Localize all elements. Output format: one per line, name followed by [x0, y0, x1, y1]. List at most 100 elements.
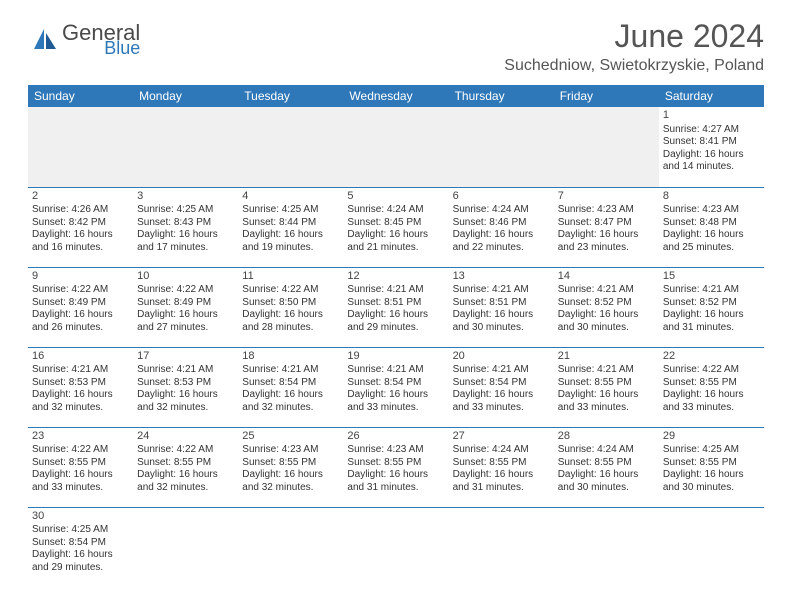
- calendar-cell: [133, 507, 238, 587]
- title-block: June 2024 Suchedniow, Swietokrzyskie, Po…: [504, 18, 764, 75]
- day-detail: Daylight: 16 hours: [663, 149, 760, 162]
- day-detail: and 31 minutes.: [663, 322, 760, 335]
- day-detail: Sunrise: 4:21 AM: [347, 284, 444, 297]
- calendar-week: 23Sunrise: 4:22 AMSunset: 8:55 PMDayligh…: [28, 427, 764, 507]
- calendar-cell: [238, 107, 343, 187]
- day-number: 4: [242, 190, 339, 204]
- day-number: 28: [558, 430, 655, 444]
- day-detail: Sunrise: 4:27 AM: [663, 124, 760, 137]
- day-detail: Sunrise: 4:25 AM: [137, 204, 234, 217]
- day-detail: Sunrise: 4:21 AM: [558, 284, 655, 297]
- calendar-cell: [343, 107, 448, 187]
- day-detail: and 27 minutes.: [137, 322, 234, 335]
- calendar-cell: 4Sunrise: 4:25 AMSunset: 8:44 PMDaylight…: [238, 187, 343, 267]
- day-detail: Sunrise: 4:23 AM: [347, 444, 444, 457]
- day-detail: and 32 minutes.: [137, 402, 234, 415]
- day-detail: Sunrise: 4:25 AM: [32, 524, 129, 537]
- day-detail: Sunset: 8:47 PM: [558, 217, 655, 230]
- day-detail: Daylight: 16 hours: [137, 229, 234, 242]
- day-number: 11: [242, 270, 339, 284]
- day-detail: Daylight: 16 hours: [453, 309, 550, 322]
- day-detail: and 32 minutes.: [32, 402, 129, 415]
- logo-text: General Blue: [62, 24, 140, 56]
- logo-text-bottom: Blue: [104, 41, 140, 56]
- day-detail: and 30 minutes.: [453, 322, 550, 335]
- day-detail: Sunset: 8:44 PM: [242, 217, 339, 230]
- day-number: 15: [663, 270, 760, 284]
- calendar-cell: 9Sunrise: 4:22 AMSunset: 8:49 PMDaylight…: [28, 267, 133, 347]
- day-detail: Sunrise: 4:23 AM: [558, 204, 655, 217]
- day-detail: and 21 minutes.: [347, 242, 444, 255]
- calendar-cell: 7Sunrise: 4:23 AMSunset: 8:47 PMDaylight…: [554, 187, 659, 267]
- month-title: June 2024: [504, 18, 764, 55]
- day-detail: Daylight: 16 hours: [347, 469, 444, 482]
- day-number: 6: [453, 190, 550, 204]
- day-detail: Sunset: 8:51 PM: [347, 297, 444, 310]
- calendar-cell: 8Sunrise: 4:23 AMSunset: 8:48 PMDaylight…: [659, 187, 764, 267]
- day-detail: and 26 minutes.: [32, 322, 129, 335]
- day-detail: and 33 minutes.: [453, 402, 550, 415]
- calendar-cell: 2Sunrise: 4:26 AMSunset: 8:42 PMDaylight…: [28, 187, 133, 267]
- calendar-week: 9Sunrise: 4:22 AMSunset: 8:49 PMDaylight…: [28, 267, 764, 347]
- calendar-cell: 18Sunrise: 4:21 AMSunset: 8:54 PMDayligh…: [238, 347, 343, 427]
- calendar-table: SundayMondayTuesdayWednesdayThursdayFrid…: [28, 85, 764, 587]
- day-detail: and 14 minutes.: [663, 161, 760, 174]
- day-detail: Sunset: 8:54 PM: [242, 377, 339, 390]
- day-detail: Sunset: 8:54 PM: [347, 377, 444, 390]
- day-number: 2: [32, 190, 129, 204]
- day-number: 10: [137, 270, 234, 284]
- day-detail: and 22 minutes.: [453, 242, 550, 255]
- day-detail: Sunset: 8:43 PM: [137, 217, 234, 230]
- day-detail: Sunrise: 4:22 AM: [32, 284, 129, 297]
- weekday-header: Friday: [554, 85, 659, 107]
- day-detail: Sunset: 8:55 PM: [347, 457, 444, 470]
- weekday-header: Saturday: [659, 85, 764, 107]
- day-detail: Daylight: 16 hours: [137, 389, 234, 402]
- day-detail: Sunrise: 4:25 AM: [242, 204, 339, 217]
- day-detail: Sunset: 8:53 PM: [32, 377, 129, 390]
- day-detail: Sunrise: 4:23 AM: [663, 204, 760, 217]
- day-detail: and 33 minutes.: [32, 482, 129, 495]
- day-number: 9: [32, 270, 129, 284]
- calendar-cell: 22Sunrise: 4:22 AMSunset: 8:55 PMDayligh…: [659, 347, 764, 427]
- day-detail: Daylight: 16 hours: [32, 309, 129, 322]
- calendar-cell: 1Sunrise: 4:27 AMSunset: 8:41 PMDaylight…: [659, 107, 764, 187]
- calendar-cell: 10Sunrise: 4:22 AMSunset: 8:49 PMDayligh…: [133, 267, 238, 347]
- day-number: 30: [32, 510, 129, 524]
- day-number: 27: [453, 430, 550, 444]
- day-number: 7: [558, 190, 655, 204]
- weekday-header: Thursday: [449, 85, 554, 107]
- calendar-cell: 15Sunrise: 4:21 AMSunset: 8:52 PMDayligh…: [659, 267, 764, 347]
- day-detail: Sunrise: 4:21 AM: [32, 364, 129, 377]
- day-detail: and 30 minutes.: [663, 482, 760, 495]
- day-number: 5: [347, 190, 444, 204]
- day-detail: Sunset: 8:55 PM: [663, 457, 760, 470]
- day-detail: Daylight: 16 hours: [32, 389, 129, 402]
- day-number: 21: [558, 350, 655, 364]
- location: Suchedniow, Swietokrzyskie, Poland: [504, 57, 764, 75]
- day-detail: Daylight: 16 hours: [242, 389, 339, 402]
- calendar-cell: 16Sunrise: 4:21 AMSunset: 8:53 PMDayligh…: [28, 347, 133, 427]
- calendar-cell: 6Sunrise: 4:24 AMSunset: 8:46 PMDaylight…: [449, 187, 554, 267]
- day-number: 13: [453, 270, 550, 284]
- calendar-cell: [28, 107, 133, 187]
- header: General Blue June 2024 Suchedniow, Swiet…: [28, 18, 764, 75]
- day-detail: and 19 minutes.: [242, 242, 339, 255]
- day-detail: Sunset: 8:52 PM: [558, 297, 655, 310]
- day-detail: Sunset: 8:42 PM: [32, 217, 129, 230]
- day-number: 25: [242, 430, 339, 444]
- day-detail: Sunrise: 4:24 AM: [558, 444, 655, 457]
- calendar-cell: [659, 507, 764, 587]
- day-detail: and 16 minutes.: [32, 242, 129, 255]
- calendar-cell: 29Sunrise: 4:25 AMSunset: 8:55 PMDayligh…: [659, 427, 764, 507]
- day-number: 8: [663, 190, 760, 204]
- calendar-cell: 21Sunrise: 4:21 AMSunset: 8:55 PMDayligh…: [554, 347, 659, 427]
- day-detail: Sunrise: 4:26 AM: [32, 204, 129, 217]
- day-number: 1: [663, 109, 760, 123]
- day-detail: Sunrise: 4:22 AM: [663, 364, 760, 377]
- calendar-cell: 23Sunrise: 4:22 AMSunset: 8:55 PMDayligh…: [28, 427, 133, 507]
- day-detail: Sunrise: 4:22 AM: [242, 284, 339, 297]
- day-detail: Daylight: 16 hours: [663, 389, 760, 402]
- day-detail: Daylight: 16 hours: [242, 229, 339, 242]
- day-detail: and 32 minutes.: [242, 402, 339, 415]
